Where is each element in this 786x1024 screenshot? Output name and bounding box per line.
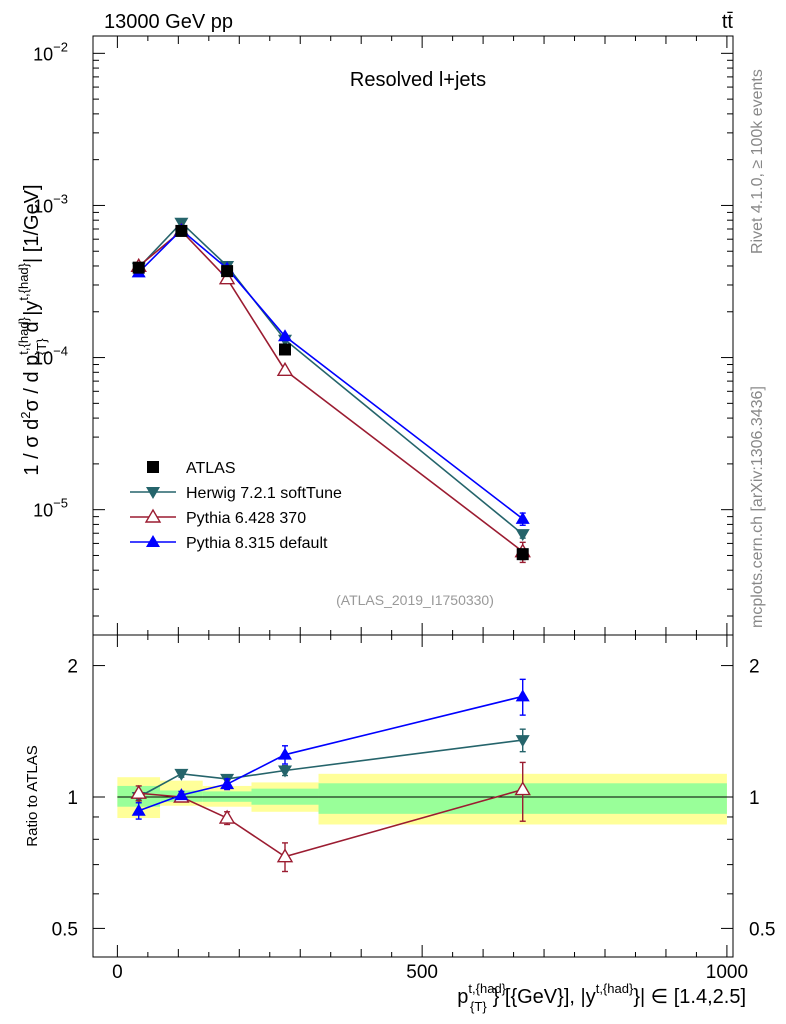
main-series-3-point: [278, 329, 292, 342]
energy-label: 13000 GeV pp: [104, 11, 233, 33]
ratio-series-2-point: [220, 777, 235, 790]
main-series-0-point: [175, 224, 188, 237]
ratio-series-2-point: [174, 788, 189, 801]
ratio-y-tick-label-right: 1: [749, 788, 760, 809]
rivet-version-label: Rivet 4.1.0, ≥ 100k events: [749, 69, 766, 254]
main-panel: 10−2 10−3 10−4 10−5 Resolved l+jets (ATLAS_…: [16, 35, 734, 636]
ratio-y-tick-label-right: 0.5: [749, 919, 775, 940]
ratio-series-0-point: [278, 765, 292, 778]
legend: ATLAS Herwig 7.2.1 softTune Pythia 6.428 3…: [130, 460, 342, 552]
ratio-series-1-point: [130, 784, 147, 799]
ratio-series-2-point: [278, 747, 292, 760]
main-y-tick-label: 10−2: [33, 39, 68, 64]
legend-marker-3: [146, 535, 160, 547]
main-series-2-point: [276, 361, 294, 376]
legend-marker-0: [147, 461, 159, 473]
main-series-1-point: [515, 529, 530, 542]
ratio-y-tick-label: 1: [67, 788, 78, 809]
ratio-y-tick-label: 2: [67, 657, 78, 678]
legend-label-0: ATLAS: [186, 460, 236, 477]
legend-label-1: Herwig 7.2.1 softTune: [186, 485, 342, 502]
x-tick-label: 500: [406, 962, 438, 983]
mcplots-label: mcplots.cern.ch [arXiv:1306.3436]: [749, 386, 766, 628]
ratio-y-tick-label-right: 2: [749, 657, 760, 678]
main-series-0-point: [279, 343, 291, 356]
ratio-series-1-point: [276, 848, 294, 863]
main-series-2-point: [218, 270, 236, 285]
ratio-panel: 0.5 0.5 1 1 2 2 0 500 1000 Ratio to ATLAS pt,{h…: [24, 634, 775, 1014]
ratio-series-0-point: [515, 735, 530, 748]
ratio-plot-frame: [92, 634, 734, 958]
ratio-series-0-point: [174, 768, 189, 781]
main-series-3-point: [515, 511, 530, 524]
main-series-0-point: [221, 265, 234, 278]
analysis-watermark: (ATLAS_2019_I1750330): [336, 592, 494, 608]
main-series-0-point: [516, 548, 529, 561]
x-tick-label: 1000: [706, 962, 748, 983]
main-series-2-line: [138, 229, 524, 553]
process-label: tt̄: [722, 11, 734, 33]
ratio-series-2-point: [515, 689, 530, 702]
ratio-series-1-point: [514, 781, 531, 796]
legend-label-3: Pythia 8.315 default: [186, 535, 328, 552]
main-y-tick-label: 10−5: [33, 496, 68, 521]
chart-title: Resolved l+jets: [350, 69, 486, 91]
ratio-y-axis-label: Ratio to ATLAS: [24, 745, 41, 846]
main-y-tick-label: 10−4: [33, 344, 68, 369]
main-series-0-point: [132, 261, 145, 274]
ratio-series-2-point: [131, 803, 146, 816]
legend-label-2: Pythia 6.428 370: [186, 510, 306, 527]
main-y-tick-label: 10−3: [33, 191, 68, 216]
legend-marker-2: [144, 508, 162, 523]
legend-marker-1: [146, 487, 160, 499]
x-tick-label: 0: [112, 962, 123, 983]
ratio-y-tick-label: 0.5: [52, 919, 78, 940]
x-axis-label: pt,{had} {T}} [{GeV}], |yt,{had}}| ∈ [1.4…: [457, 981, 746, 1014]
ratio-series-1-point: [218, 809, 236, 824]
main-y-axis-label: 1 / σ d2σ / d pt,{had} {T}d |yt,{had}| [1…: [16, 184, 49, 475]
